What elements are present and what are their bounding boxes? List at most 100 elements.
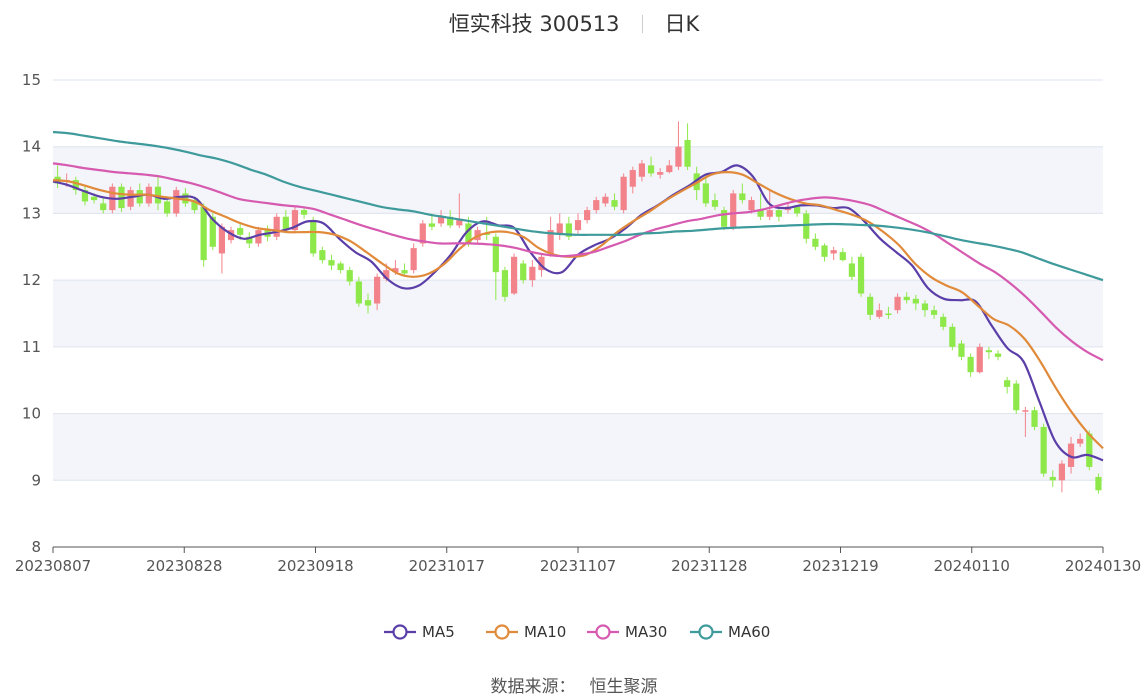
x-tick-label: 20231128 <box>671 557 747 575</box>
candle-body <box>885 313 892 315</box>
candle-body <box>857 256 865 294</box>
ma10-line <box>52 171 1104 450</box>
candle-body <box>748 200 755 211</box>
candle-body <box>602 196 609 204</box>
candle-body <box>100 203 107 211</box>
candle-body <box>976 346 983 373</box>
candle-body <box>812 238 819 247</box>
legend-item-ma30[interactable]: MA30 <box>587 623 667 641</box>
candle-body <box>702 183 709 204</box>
candle-body <box>182 193 189 204</box>
candle-body <box>200 206 207 261</box>
candle-body <box>711 200 719 207</box>
candle-body <box>173 190 180 214</box>
candle-body <box>1095 476 1102 491</box>
legend-item-ma5[interactable]: MA5 <box>384 623 455 641</box>
candle-body <box>510 256 518 294</box>
candle-body <box>1013 383 1020 411</box>
legend-item-ma60[interactable]: MA60 <box>690 623 770 641</box>
candlestick-series <box>54 121 1102 494</box>
candle-body <box>81 190 89 202</box>
legend-item-ma10[interactable]: MA10 <box>486 623 566 641</box>
candle-body <box>520 263 527 281</box>
candle-body <box>949 326 956 347</box>
y-tick-label: 12 <box>22 271 41 289</box>
candle-body <box>912 298 919 304</box>
candle-body <box>401 270 408 274</box>
candle-body <box>1040 426 1047 474</box>
x-tick-label: 20231017 <box>409 557 485 575</box>
candle-body <box>374 276 381 304</box>
source-label: 数据来源： <box>490 677 576 697</box>
candle-body <box>127 190 134 207</box>
candle-body <box>775 210 782 217</box>
candle-body <box>638 163 646 177</box>
candle-body <box>766 210 773 217</box>
candle-body <box>1031 410 1038 427</box>
candle-body <box>237 228 244 235</box>
candle-body <box>876 310 883 317</box>
candle-body <box>300 210 308 215</box>
y-tick-label: 13 <box>22 204 41 222</box>
x-tick-label: 20240110 <box>934 557 1010 575</box>
candle-body <box>282 216 289 231</box>
candle-body <box>848 263 856 277</box>
chart-title: 恒实科技 300513 日K <box>0 8 1148 38</box>
x-tick-label: 20231219 <box>802 557 878 575</box>
legend-marker-icon <box>698 624 714 640</box>
candle-body <box>867 296 874 315</box>
data-source: 数据来源： 恒生聚源 <box>0 672 1148 697</box>
candle-body <box>501 270 509 297</box>
candle-body <box>556 223 563 234</box>
candle-body <box>529 266 536 281</box>
candle-body <box>593 200 600 211</box>
candle-body <box>584 210 591 221</box>
candle-body <box>629 170 636 187</box>
candle-body <box>803 213 810 239</box>
legend: MA5 MA10 MA30 MA60 <box>384 623 770 641</box>
y-tick-label: 14 <box>22 138 41 156</box>
stock-name: 恒实科技 300513 <box>448 12 620 36</box>
candle-body <box>1086 433 1093 467</box>
candle-body <box>1058 463 1066 481</box>
legend-label: MA30 <box>625 623 667 641</box>
legend-marker-icon <box>392 624 408 640</box>
legend-label: MA5 <box>422 623 455 641</box>
candle-body <box>364 300 372 306</box>
candle-body <box>839 252 846 261</box>
candle-body <box>684 140 691 167</box>
y-tick-label: 8 <box>31 538 41 556</box>
candle-body <box>218 226 226 254</box>
candle-body <box>985 350 992 353</box>
y-axis: 8 9 10 11 12 13 14 15 <box>22 71 41 556</box>
candle-body <box>830 250 837 254</box>
candle-body <box>90 196 98 201</box>
candle-body <box>273 216 280 237</box>
background-bands <box>53 146 1103 481</box>
candle-body <box>346 270 353 282</box>
candle-body <box>337 263 344 271</box>
candle-body <box>620 176 627 211</box>
y-tick-label: 10 <box>22 405 41 423</box>
background-band <box>53 413 1103 481</box>
candle-body <box>1067 443 1075 467</box>
candle-body <box>794 206 801 214</box>
candle-body <box>958 343 965 357</box>
candle-body <box>291 210 299 231</box>
candle-body <box>492 236 499 273</box>
candle-body <box>1022 410 1029 412</box>
candle-body <box>903 296 910 301</box>
candle-body <box>310 220 317 254</box>
candle-body <box>164 201 171 214</box>
background-band <box>53 280 1103 347</box>
candle-body <box>255 230 262 244</box>
candle-body <box>647 165 655 174</box>
candle-body <box>383 270 390 279</box>
ma30-line <box>52 162 1104 362</box>
moving-average-lines <box>52 130 1104 462</box>
candle-body <box>1077 438 1084 444</box>
candle-body <box>730 193 737 227</box>
candle-body <box>967 356 974 373</box>
candle-body <box>657 172 664 175</box>
x-tick-label: 20240130 <box>1065 557 1141 575</box>
